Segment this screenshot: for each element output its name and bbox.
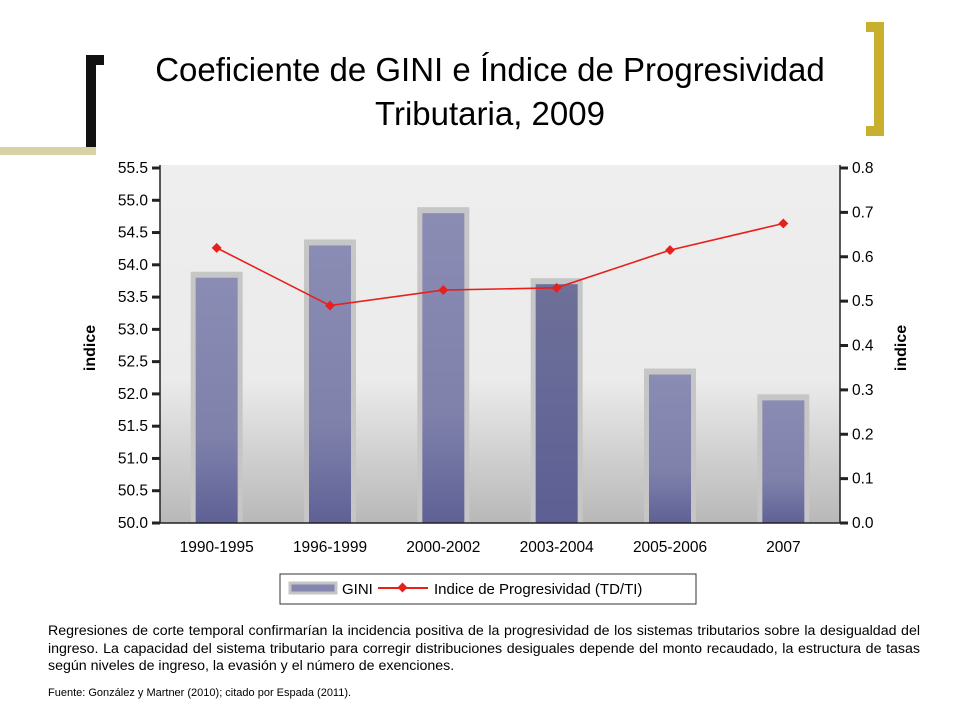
progresividad-point (665, 245, 675, 256)
left-axis-tick-label: 53.5 (118, 289, 148, 306)
right-axis-tick-label: 0.3 (852, 382, 874, 399)
progresividad-point (778, 218, 789, 229)
left-axis-tick-label: 51.5 (118, 418, 148, 435)
gini-bar (762, 400, 805, 523)
slide-title-line-2: Tributaria, 2009 (375, 95, 605, 132)
gini-bar (195, 277, 238, 523)
left-axis-tick-label: 53.0 (118, 321, 149, 338)
left-bracket-top-decoration (86, 55, 104, 65)
slide-caption: Regresiones de corte temporal confirmarí… (48, 623, 920, 674)
left-bracket-decoration (86, 55, 96, 153)
left-axis-tick-label: 55.0 (118, 192, 149, 209)
left-axis-label: indice (82, 325, 99, 371)
right-axis-tick-label: 0.7 (852, 204, 874, 221)
legend-gini-label: GINI (342, 581, 373, 598)
right-axis-tick-label: 0.0 (852, 515, 874, 532)
plot-area (160, 165, 840, 523)
left-axis-tick-label: 51.0 (118, 450, 149, 467)
gini-progressivity-chart: 50.0 50.5 51.0 51.5 52.0 52.5 53.0 53.5 54.0 54.5… (82, 160, 910, 605)
x-axis-category-label: 2000-2002 (406, 539, 480, 556)
legend-progresividad-label: Indice de Progresividad (TD/TI) (434, 581, 642, 598)
gini-bar (649, 374, 691, 523)
left-axis-tick-label: 50.0 (118, 515, 149, 532)
legend-gini-swatch (288, 581, 338, 595)
right-axis-label: indice (893, 325, 910, 371)
left-axis-tick-label: 52.0 (118, 386, 149, 403)
progresividad-point (551, 282, 562, 293)
right-axis-tick-label: 0.5 (852, 293, 874, 310)
slide-title: Coeficiente de GINI e Índice de Progresi… (96, 48, 884, 136)
left-axis-tick-label: 52.5 (118, 354, 148, 371)
slide-title-line-1: Coeficiente de GINI e Índice de Progresi… (155, 51, 825, 88)
x-axis-category-label: 1990-1995 (180, 539, 254, 556)
right-axis-tick-label: 0.6 (852, 249, 874, 266)
left-axis-tick-label: 50.5 (118, 483, 148, 500)
x-axis-category-label: 2003-2004 (520, 539, 595, 556)
progresividad-point (211, 242, 222, 253)
gini-bar (309, 245, 351, 524)
right-bracket-decoration (874, 22, 884, 136)
progresividad-line (216, 222, 784, 307)
right-axis-tick-label: 0.2 (852, 426, 874, 443)
legend-progresividad-marker (397, 582, 408, 593)
right-bracket-bottom-decoration (866, 126, 884, 136)
right-axis-tick-label: 0.1 (852, 471, 874, 488)
title-rule-decoration (0, 147, 96, 155)
left-axis-tick-label: 54.0 (118, 257, 149, 274)
right-axis-tick-label: 0.8 (852, 160, 874, 177)
gini-bar (535, 284, 578, 523)
right-bracket-top-decoration (866, 22, 884, 32)
gini-bar (422, 213, 465, 523)
slide-source: Fuente: González y Martner (2010); citad… (48, 687, 352, 699)
left-axis-tick-label: 54.5 (118, 225, 148, 242)
left-axis-tick-label: 55.5 (118, 160, 148, 177)
right-axis-tick-label: 0.4 (852, 338, 874, 355)
chart-legend: GINI Indice de Progresividad (TD/TI) (279, 573, 697, 605)
x-axis-category-label: 2005-2006 (633, 539, 707, 556)
x-axis-category-label: 2007 (766, 539, 800, 556)
x-axis-category-label: 1996-1999 (293, 539, 367, 556)
legend-box (279, 573, 697, 605)
